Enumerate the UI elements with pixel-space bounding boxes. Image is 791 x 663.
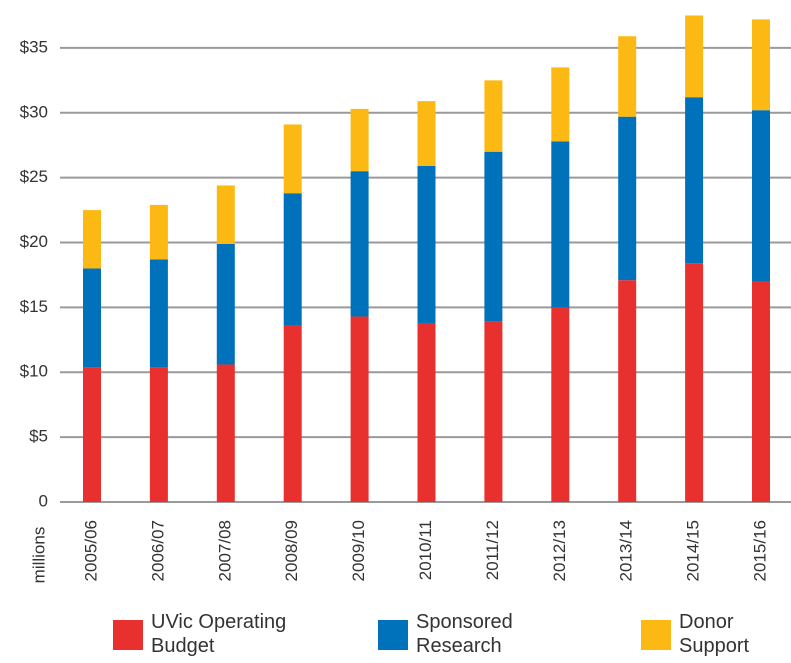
- x-tick-label: 2012/13: [550, 520, 569, 581]
- bar-segment: [283, 325, 302, 502]
- bar-segment: [685, 97, 704, 264]
- bar-segment: [216, 364, 235, 502]
- bar-segment: [551, 67, 570, 142]
- y-tick-label: $30: [20, 102, 48, 121]
- x-tick-label: 2013/14: [617, 520, 636, 581]
- bar-segment: [484, 80, 503, 152]
- legend-swatch: [378, 620, 408, 650]
- bar-segment: [149, 259, 168, 368]
- legend-swatch: [641, 620, 671, 650]
- bar-segment: [618, 36, 637, 117]
- x-tick-label: 2009/10: [349, 520, 368, 581]
- legend-item: Donor Support: [641, 610, 769, 658]
- x-tick-label: 2010/11: [416, 520, 435, 580]
- x-tick-label: 2008/09: [282, 520, 301, 581]
- bar-segment: [484, 151, 503, 322]
- y-tick-label: $35: [20, 37, 48, 56]
- x-tick-label: 2007/08: [215, 520, 234, 581]
- y-axis-label: millions: [29, 527, 48, 584]
- bar-segment: [618, 280, 637, 502]
- bar-segment: [618, 116, 637, 281]
- x-tick-label: 2014/15: [684, 520, 703, 581]
- bar-segment: [417, 165, 436, 323]
- y-tick-label: $5: [29, 427, 48, 446]
- y-tick-label: $10: [20, 362, 48, 381]
- legend-label: UVic Operating Budget: [151, 611, 287, 657]
- bar-segment: [83, 268, 101, 368]
- x-tick-label: 2006/07: [148, 520, 167, 581]
- bar-segment: [350, 316, 369, 502]
- bar-segment: [551, 307, 570, 502]
- bar-segment: [752, 19, 770, 111]
- bar-segment: [752, 110, 770, 282]
- x-tick-label: 2015/16: [750, 520, 769, 581]
- bar-segment: [283, 193, 302, 326]
- bar-segment: [551, 141, 570, 308]
- bar-segment: [149, 204, 168, 260]
- bar-segment: [83, 210, 101, 269]
- legend-label: Sponsored Research: [416, 611, 513, 657]
- legend-item: UVic Operating Budget: [113, 610, 301, 658]
- bar-segment: [484, 321, 503, 502]
- bar-segment: [350, 108, 369, 172]
- bar-segment: [417, 322, 436, 502]
- bar-segment: [752, 281, 770, 502]
- y-tick-label: 0: [39, 491, 48, 510]
- y-tick-label: $20: [20, 232, 48, 251]
- bar-segment: [149, 367, 168, 502]
- x-tick-label: 2005/06: [81, 520, 100, 581]
- legend-label: Donor Support: [679, 611, 750, 657]
- y-tick-label: $25: [20, 167, 48, 186]
- legend-swatch: [113, 620, 143, 650]
- bar-segment: [216, 185, 235, 244]
- bar-segment: [685, 15, 704, 98]
- bar-segment: [283, 124, 302, 194]
- y-tick-label: $15: [20, 297, 48, 316]
- x-tick-label: 2011/12: [483, 520, 502, 580]
- bar-segment: [417, 101, 436, 166]
- bar-segment: [83, 367, 101, 502]
- bar-segment: [685, 263, 704, 502]
- legend-item: Sponsored Research: [378, 610, 526, 658]
- bar-segment: [216, 243, 235, 365]
- bar-segment: [350, 171, 369, 317]
